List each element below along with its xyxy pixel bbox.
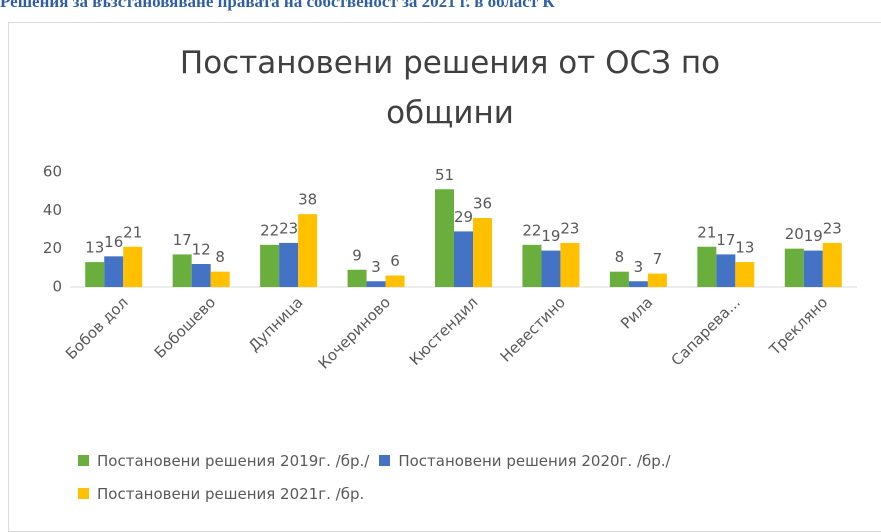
bar [541,250,561,287]
data-label: 21 [697,223,716,241]
data-label: 8 [215,248,225,266]
legend-label: Постановени решения 2021г. /бр. [97,484,365,503]
bar [473,218,492,287]
y-tick-label: 60 [43,163,62,181]
bar [104,256,124,287]
x-tick-label: Трекляно [765,293,831,359]
bar [735,262,755,287]
x-tick-label: Рила [617,293,656,332]
bar [191,264,211,287]
x-tick-label: Сапарева... [668,293,744,369]
data-label: 36 [473,195,492,213]
data-label: 3 [634,258,644,276]
data-label: 20 [785,225,804,243]
legend-swatch [78,455,89,466]
data-label: 38 [298,191,317,209]
header: Решения за възстановяване правата на соб… [0,0,555,11]
legend-label: Постановени решения 2020г. /бр./ [398,451,671,470]
bar [385,275,405,287]
data-label: 51 [435,166,454,184]
x-tick-label: Бобов дол [62,293,132,363]
data-label: 16 [104,233,123,251]
data-label: 29 [454,208,473,226]
data-label: 22 [260,221,279,239]
chart-title: Постановени решения от ОСЗ по общини [179,45,721,131]
bar [803,250,823,287]
bar [123,246,143,287]
x-tick-label: Дупница [245,293,307,355]
data-label: 7 [653,250,663,268]
bar [609,271,629,287]
bar [366,281,386,287]
y-tick-label: 20 [43,239,62,257]
y-tick-label: 40 [43,201,62,219]
bar [435,189,454,287]
data-label: 22 [522,221,541,239]
legend-item: Постановени решения 2021г. /бр. [78,477,364,510]
x-tick-label: Невестино [497,293,569,365]
bar [822,242,842,287]
data-label: 6 [390,252,400,270]
bar [172,254,192,287]
y-tick-label: 0 [52,278,62,296]
bar [85,262,105,287]
bar [347,269,367,287]
data-label: 23 [823,219,842,237]
data-label: 9 [352,246,362,264]
legend-item: Постановени решения 2020г. /бр./ [379,444,671,477]
bar [454,231,473,287]
bar [279,242,299,287]
data-label: 3 [371,258,381,276]
data-label: 17 [716,231,735,249]
bar [560,242,580,287]
bar [697,246,717,287]
bar [647,273,667,287]
x-tick-label: Кюстендил [406,293,482,369]
data-label: 23 [279,219,298,237]
bar [716,254,736,287]
data-label: 23 [560,219,579,237]
data-label: 13 [735,239,754,257]
bar [628,281,648,287]
data-label: 19 [541,227,560,245]
data-label: 19 [804,227,823,245]
x-tick-label: Бобошево [151,293,220,362]
data-label: 13 [85,239,104,257]
bar [784,248,804,287]
data-label: 17 [173,231,192,249]
legend-swatch [78,488,89,499]
data-label: 21 [123,223,142,241]
legend-label: Постановени решения 2019г. /бр./ [97,451,370,470]
legend-swatch [379,455,391,466]
bar [210,271,230,287]
bar [522,244,542,287]
bar [298,214,318,287]
bar [260,244,280,287]
data-label: 8 [615,248,625,266]
legend: Постановени решения 2019г. /бр./ Постанов… [78,444,868,510]
data-label: 12 [192,241,211,259]
legend-item: Постановени решения 2019г. /бр./ [78,444,369,477]
x-tick-label: Кочериново [315,293,394,372]
